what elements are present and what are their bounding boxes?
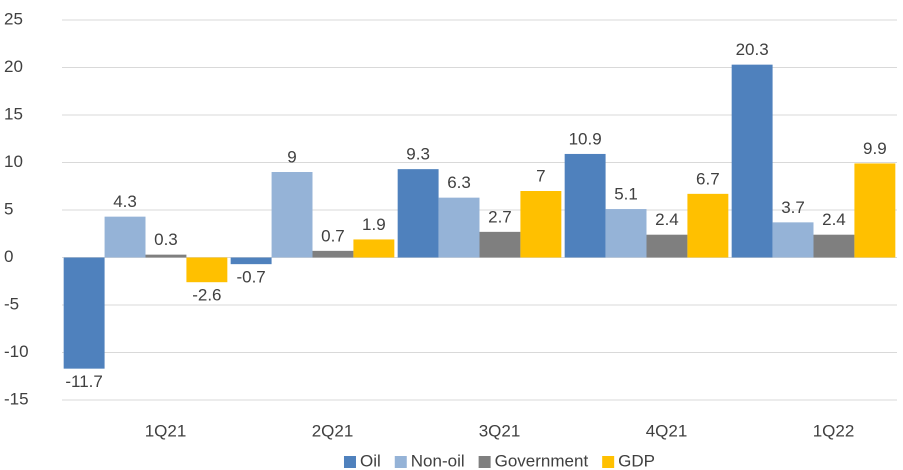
- bar: [813, 234, 855, 258]
- bar: [479, 231, 521, 258]
- data-label: 6.3: [447, 173, 471, 192]
- y-tick-label: 15: [4, 104, 23, 123]
- bar: [312, 250, 354, 258]
- x-tick-label: 1Q21: [145, 421, 187, 440]
- bar: [646, 234, 688, 258]
- data-label: 2.4: [655, 210, 679, 229]
- bar: [564, 153, 606, 258]
- bar: [520, 191, 562, 258]
- legend-swatch: [478, 456, 491, 468]
- x-tick-label: 3Q21: [479, 421, 521, 440]
- data-label: -11.7: [65, 372, 103, 391]
- legend-swatch: [343, 456, 356, 468]
- legend-swatch: [602, 456, 615, 468]
- data-label: 2.4: [822, 210, 846, 229]
- legend-swatch: [394, 456, 407, 468]
- data-label: 6.7: [696, 169, 720, 188]
- bar: [104, 216, 146, 258]
- x-tick-label: 1Q22: [813, 421, 855, 440]
- bar: [731, 64, 773, 258]
- data-label: 10.9: [569, 129, 602, 148]
- data-label: 9.9: [863, 139, 887, 158]
- data-label: 0.7: [321, 226, 345, 245]
- bar: [230, 257, 272, 265]
- y-tick-label: 20: [4, 57, 23, 76]
- bar: [271, 172, 313, 258]
- y-tick-label: -5: [4, 294, 19, 313]
- y-tick-label: 0: [4, 247, 13, 266]
- bar: [687, 193, 729, 258]
- bar: [397, 169, 439, 258]
- bar: [353, 239, 395, 258]
- bar: [605, 209, 647, 258]
- bar: [772, 222, 814, 258]
- legend-label: Government: [495, 451, 589, 470]
- legend-label: Non-oil: [411, 451, 465, 470]
- data-label: 7: [536, 166, 545, 185]
- y-tick-label: 10: [4, 152, 23, 171]
- bar: [63, 257, 105, 369]
- data-label: 1.9: [362, 215, 386, 234]
- y-tick-label: 5: [4, 199, 13, 218]
- data-label: 9: [287, 147, 296, 166]
- legend-label: Oil: [360, 451, 381, 470]
- legend-label: GDP: [618, 451, 655, 470]
- data-label: 20.3: [736, 40, 769, 59]
- data-label: 3.7: [781, 198, 805, 217]
- data-label: 5.1: [614, 185, 638, 204]
- data-label: -0.7: [236, 268, 265, 287]
- bar: [186, 257, 228, 283]
- x-tick-label: 4Q21: [646, 421, 688, 440]
- x-tick-label: 2Q21: [312, 421, 354, 440]
- bar: [145, 254, 187, 258]
- y-tick-label: -10: [4, 342, 29, 361]
- data-label: -2.6: [192, 286, 221, 305]
- data-label: 9.3: [406, 145, 430, 164]
- bar: [438, 197, 480, 258]
- data-label: 4.3: [113, 192, 137, 211]
- y-tick-label: 25: [4, 9, 23, 28]
- y-tick-label: -15: [4, 389, 29, 408]
- bar: [854, 163, 896, 258]
- data-label: 2.7: [488, 207, 512, 226]
- data-label: 0.3: [154, 230, 178, 249]
